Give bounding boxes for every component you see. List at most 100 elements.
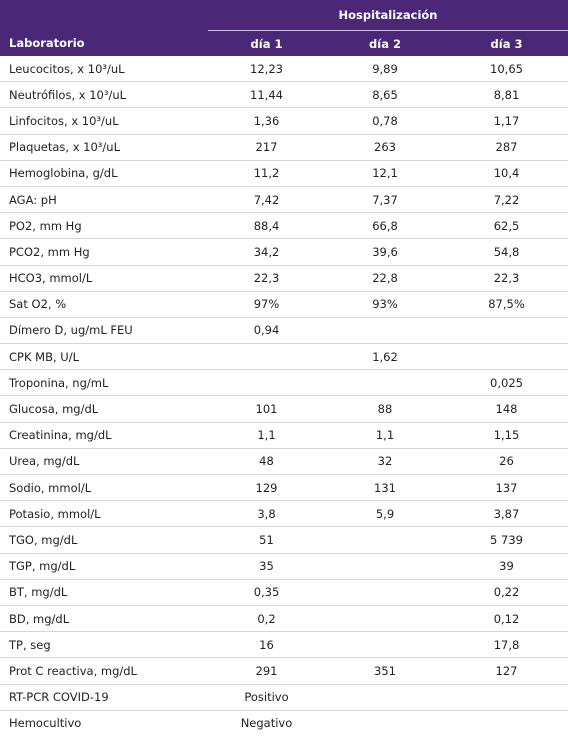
cell-value: 39,6	[325, 238, 445, 266]
cell-value: 48	[208, 448, 325, 476]
cell-value: 54,8	[445, 238, 568, 266]
column-header: día 3	[445, 30, 568, 56]
row-label: TGP, mg/dL	[0, 553, 208, 580]
table-row: Troponina, ng/mL 0,025	[0, 369, 568, 397]
row-label: PO2, mm Hg	[0, 212, 208, 240]
cell-value: 17,8	[445, 631, 568, 659]
cell-value: 131	[325, 474, 445, 502]
cell-value	[325, 317, 445, 345]
cell-value: 34,2	[208, 238, 325, 266]
row-label: CPK MB, U/L	[0, 343, 208, 371]
cell-value: 217	[208, 134, 325, 161]
cell-value: 22,3	[208, 265, 325, 292]
cell-value: 7,22	[445, 186, 568, 214]
cell-value: 0,35	[208, 579, 325, 606]
cell-value: Negativo	[240, 716, 293, 731]
cell-value: 39	[445, 553, 568, 580]
table-row: Potasio, mmol/L 3,8 5,9 3,87	[0, 500, 568, 528]
cell-value: 93%	[325, 291, 445, 318]
cell-value: 0,2	[208, 605, 325, 633]
table-row: Hemocultivo Negativo	[0, 710, 568, 736]
row-label: Sodio, mmol/L	[0, 474, 208, 502]
row-label: Linfocitos, x 10³/uL	[0, 107, 208, 135]
row-label: Creatinina, mg/dL	[0, 422, 208, 449]
table-row: Leucocitos, x 10³/uL 12,23 9,89 10,65	[0, 56, 568, 83]
table-row: AGA: pH 7,42 7,37 7,22	[0, 186, 568, 214]
table-row: Plaquetas, x 10³/uL 217 263 287	[0, 134, 568, 161]
row-label: TGO, mg/dL	[0, 526, 208, 554]
row-label: BD, mg/dL	[0, 605, 208, 633]
cell-value: 16	[208, 631, 325, 659]
table-row: HCO3, mmol/L 22,3 22,8 22,3	[0, 265, 568, 292]
cell-value: 66,8	[325, 212, 445, 240]
cell-value: 1,1	[208, 422, 325, 449]
row-label: AGA: pH	[0, 186, 208, 214]
cell-value: 32	[325, 448, 445, 476]
cell-value: 101	[208, 395, 325, 423]
cell-value: 22,8	[325, 265, 445, 292]
cell-value	[325, 684, 445, 711]
table-row: Dímero D, ug/mL FEU 0,94	[0, 317, 568, 345]
row-label: PCO2, mm Hg	[0, 238, 208, 266]
cell-value: Positivo	[208, 684, 325, 711]
row-label: Urea, mg/dL	[0, 448, 208, 476]
row-label: BT, mg/dL	[0, 579, 208, 606]
table-row: Sat O2, % 97% 93% 87,5%	[0, 291, 568, 318]
row-label: Neutrófilos, x 10³/uL	[0, 81, 208, 109]
cell-value	[325, 369, 445, 397]
row-label: Leucocitos, x 10³/uL	[0, 56, 208, 83]
cell-value: 11,44	[208, 81, 325, 109]
cell-value: 287	[445, 134, 568, 161]
table-row: CPK MB, U/L 1,62	[0, 343, 568, 371]
cell-value: 1,17	[445, 107, 568, 135]
cell-value: 62,5	[445, 212, 568, 240]
cell-value: 263	[325, 134, 445, 161]
cell-value: 1,15	[445, 422, 568, 449]
cell-value	[325, 710, 445, 736]
table-row: Prot C reactiva, mg/dL 291 351 127	[0, 657, 568, 685]
cell-value	[208, 369, 325, 397]
table-row: Linfocitos, x 10³/uL 1,36 0,78 1,17	[0, 107, 568, 135]
cell-value: 5 739	[445, 526, 568, 554]
column-header: Laboratorio	[0, 30, 208, 56]
cell-value: 88	[325, 395, 445, 423]
cell-value	[325, 553, 445, 580]
cell-value: 7,37	[325, 186, 445, 214]
cell-value: 7,42	[208, 186, 325, 214]
column-header: día 1	[208, 30, 325, 56]
cell-value	[208, 343, 325, 371]
cell-value: 10,65	[445, 56, 568, 83]
row-label: RT-PCR COVID-19	[0, 684, 208, 711]
row-label: Potasio, mmol/L	[0, 500, 208, 528]
table-row: RT-PCR COVID-19 Positivo	[0, 684, 568, 711]
cell-value: 127	[445, 657, 568, 685]
row-label: Prot C reactiva, mg/dL	[0, 657, 208, 685]
cell-value: 35	[208, 553, 325, 580]
cell-value: 10,4	[445, 160, 568, 187]
cell-value	[325, 526, 445, 554]
cell-value: 0,025	[445, 369, 568, 397]
cell-value: 5,9	[325, 500, 445, 528]
cell-value: 3,87	[445, 500, 568, 528]
table-row: PCO2, mm Hg 34,2 39,6 54,8	[0, 238, 568, 266]
group-header: Hospitalización	[208, 0, 568, 31]
cell-value	[325, 605, 445, 633]
cell-value	[445, 343, 568, 371]
table-row: TGO, mg/dL 51 5 739	[0, 526, 568, 554]
table-row: TGP, mg/dL 35 39	[0, 553, 568, 580]
cell-value: 88,4	[208, 212, 325, 240]
table-row: Glucosa, mg/dL 101 88 148	[0, 395, 568, 423]
cell-value	[445, 317, 568, 345]
table-row: TP, seg 16 17,8	[0, 631, 568, 659]
table-row: Sodio, mmol/L 129 131 137	[0, 474, 568, 502]
header-blank	[0, 0, 208, 31]
table-row: Hemoglobina, g/dL 11,2 12,1 10,4	[0, 160, 568, 187]
cell-value: 26	[445, 448, 568, 476]
cell-value: 9,89	[325, 56, 445, 83]
cell-value: 291	[208, 657, 325, 685]
cell-value: 12,23	[208, 56, 325, 83]
table-row: Urea, mg/dL 48 32 26	[0, 448, 568, 476]
row-label: TP, seg	[0, 631, 208, 659]
row-label: Troponina, ng/mL	[0, 369, 208, 397]
